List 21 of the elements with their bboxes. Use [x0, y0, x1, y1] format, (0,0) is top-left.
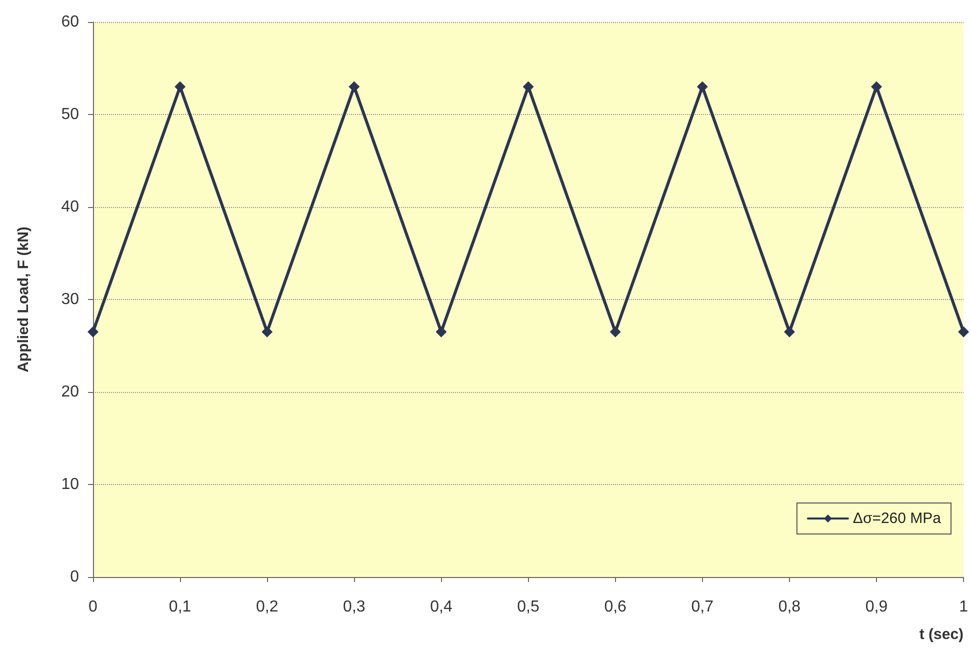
x-tick-label: 0,7 — [691, 598, 714, 616]
y-tick-label: 0 — [70, 568, 80, 586]
y-tick-label: 10 — [61, 476, 80, 493]
x-tick-label: 0,3 — [343, 598, 366, 616]
legend-label: Δσ=260 MPa — [852, 510, 942, 527]
y-tick-label: 40 — [61, 198, 80, 216]
x-axis-title: t (sec) — [919, 626, 964, 643]
y-tick-label: 60 — [61, 14, 80, 30]
x-tick-label: 1 — [959, 598, 968, 616]
x-tick-label: 0,2 — [256, 598, 278, 616]
x-tick-label: 0,6 — [604, 598, 627, 616]
x-tick-label: 0,5 — [517, 598, 540, 616]
x-tick-label: 0,1 — [168, 598, 192, 616]
y-tick-label: 30 — [61, 291, 80, 308]
x-tick-label: 0,9 — [865, 598, 888, 616]
y-tick-label: 20 — [61, 384, 80, 400]
x-tick-label: 0,8 — [778, 598, 801, 616]
y-tick-label: 50 — [61, 106, 80, 123]
x-tick-label: 0 — [88, 598, 98, 616]
x-tick-label: 0,4 — [430, 598, 452, 616]
y-axis-title: Applied Load, F (kN) — [15, 226, 32, 372]
